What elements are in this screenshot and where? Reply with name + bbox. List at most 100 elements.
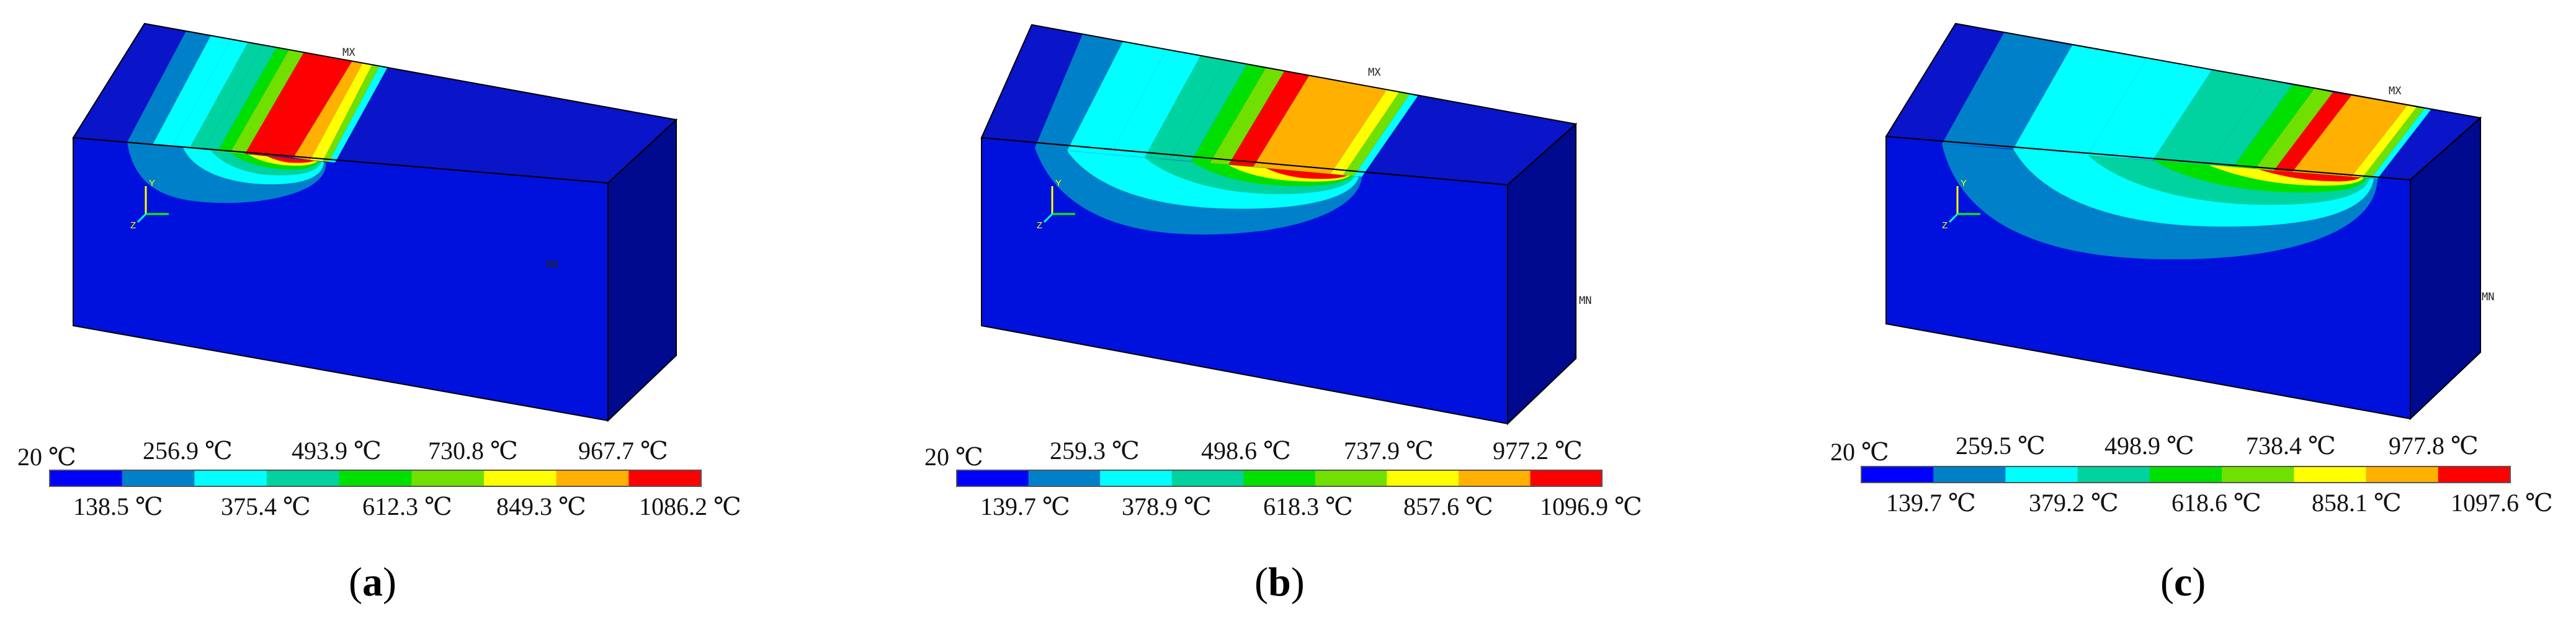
top-band <box>230 50 304 154</box>
block-outline <box>1885 22 2482 421</box>
legend-bottom-label: 139.7 ℃ <box>1886 489 1976 517</box>
min-tag: MN <box>1579 295 1591 307</box>
outline <box>2410 116 2481 421</box>
legend-top-label: 967.7 ℃ <box>578 437 668 465</box>
colorbar-swatch <box>267 470 340 486</box>
block-right-face <box>608 120 676 421</box>
top-band <box>2351 105 2417 177</box>
top-band <box>127 31 211 146</box>
front-heat-zone <box>1942 144 2377 260</box>
colorbar-swatch <box>1933 466 2006 483</box>
legend-colorbar <box>49 470 702 487</box>
legend-bottom-label: 618.3 ℃ <box>1263 493 1353 520</box>
colorbar-swatch <box>339 470 412 486</box>
front-heat-zone <box>1035 148 1362 235</box>
colorbar-swatch <box>2438 466 2511 483</box>
legend-colorbar <box>1861 466 2511 483</box>
colorbar-swatch <box>484 470 557 486</box>
coordinate-triad: Y Z <box>1037 178 1075 231</box>
top-band <box>310 63 372 161</box>
top-band <box>2292 96 2407 177</box>
outline <box>1507 122 1576 426</box>
triad-y-label: Y <box>1961 178 1967 189</box>
top-band <box>1145 56 1225 159</box>
legend-top-label: 738.4 ℃ <box>2246 432 2336 460</box>
legend-bottom-label: 1097.6 ℃ <box>2451 489 2553 517</box>
colorbar-swatch <box>2077 466 2150 483</box>
legend-bottom-label: 138.5 ℃ <box>73 493 163 520</box>
zone-contour <box>267 156 315 163</box>
top-heat-bands <box>127 31 388 163</box>
top-band <box>1035 34 1123 151</box>
top-band <box>2234 85 2314 169</box>
coordinate-triad: Y Z <box>1942 178 1980 231</box>
colorbar-swatch <box>1171 470 1244 486</box>
block-outline <box>980 24 1578 426</box>
colorbar-swatch <box>1861 466 1934 483</box>
top-band <box>323 65 380 162</box>
triad-z-axis <box>1948 213 1959 223</box>
min-tag: MN <box>546 259 558 271</box>
panel-b: Y Z MX MN 20 ℃ 259.3 ℃ 498.6 ℃ 737.9 ℃ 9… <box>924 24 1642 605</box>
top-band <box>329 66 388 163</box>
colorbar-swatch <box>1028 470 1101 486</box>
colorbar-frame <box>1861 466 2511 483</box>
top-band <box>218 47 289 153</box>
panel-caption: (c) <box>2160 560 2206 605</box>
block-b <box>980 24 1578 426</box>
legend-a: 20 ℃ 256.9 ℃ 493.9 ℃ 730.8 ℃ 967.7 ℃ 138… <box>17 437 741 520</box>
legend-top-label: 730.8 ℃ <box>428 437 518 465</box>
legend-bottom-label: 375.4 ℃ <box>221 493 311 520</box>
top-band <box>1253 76 1387 174</box>
zone-contour <box>1266 168 1348 179</box>
legend-colorbar <box>956 470 1603 487</box>
coordinate-triad: Y Z <box>130 178 169 231</box>
triad-z-label: Z <box>1942 220 1948 231</box>
top-band <box>2363 107 2425 178</box>
panel-c: Y Z MX MN 20 ℃ 259.5 ℃ 498.9 ℃ 738.4 ℃ 9… <box>1830 22 2553 605</box>
legend-top-label: 498.6 ℃ <box>1201 437 1291 465</box>
colorbar-swatch <box>1315 470 1387 486</box>
top-band <box>2255 89 2333 171</box>
caption-letter: b <box>1268 560 1291 605</box>
legend-top-label: 977.8 ℃ <box>2389 432 2479 460</box>
colorbar-swatch <box>50 470 123 486</box>
colorbar-swatch <box>1243 470 1316 486</box>
block-front-face <box>73 138 608 421</box>
legend-bottom-label: 139.7 ℃ <box>980 493 1070 520</box>
legend-bottom-label: 618.6 ℃ <box>2171 489 2261 517</box>
top-band <box>2088 58 2212 160</box>
legend-top-label: 20 ℃ <box>17 443 76 471</box>
front-heat-zone <box>127 142 326 203</box>
panel-caption: (b) <box>1254 560 1305 605</box>
triad-z-axis <box>1043 213 1053 223</box>
colorbar-swatch <box>194 470 267 486</box>
min-tag: MN <box>2482 291 2494 303</box>
top-band <box>1331 90 1399 175</box>
top-band <box>1942 33 2072 149</box>
top-band <box>204 45 277 151</box>
block-c <box>1885 22 2482 421</box>
legend-bottom-label: 378.9 ℃ <box>1122 493 1212 520</box>
block-a <box>72 22 678 422</box>
legend-bottom-label: 858.1 ℃ <box>2312 489 2402 517</box>
top-band <box>1354 94 1418 177</box>
legend-bottom-label: 612.3 ℃ <box>362 493 452 520</box>
legend-bottom-label: 857.6 ℃ <box>1403 493 1493 520</box>
colorbar-swatch <box>122 470 195 486</box>
top-band <box>293 61 363 160</box>
legend-c: 20 ℃ 259.5 ℃ 498.9 ℃ 738.4 ℃ 977.8 ℃ 139… <box>1830 432 2553 517</box>
legend-bottom-label: 1086.2 ℃ <box>639 493 741 520</box>
colorbar-swatch <box>556 470 629 486</box>
top-band <box>172 39 248 149</box>
panel-caption: (a) <box>349 560 396 605</box>
panel-a: Y Z MX MN 20 ℃ 256.9 ℃ 493.9 ℃ 730.8 ℃ 9… <box>17 22 741 605</box>
colorbar-swatch <box>2366 466 2439 483</box>
max-tag: MX <box>2389 85 2402 97</box>
top-band <box>2209 80 2292 167</box>
colorbar-swatch <box>1530 470 1603 486</box>
legend-top-label: 20 ℃ <box>1830 438 1889 466</box>
block-right-face <box>1508 124 1576 424</box>
top-band <box>2013 45 2147 155</box>
